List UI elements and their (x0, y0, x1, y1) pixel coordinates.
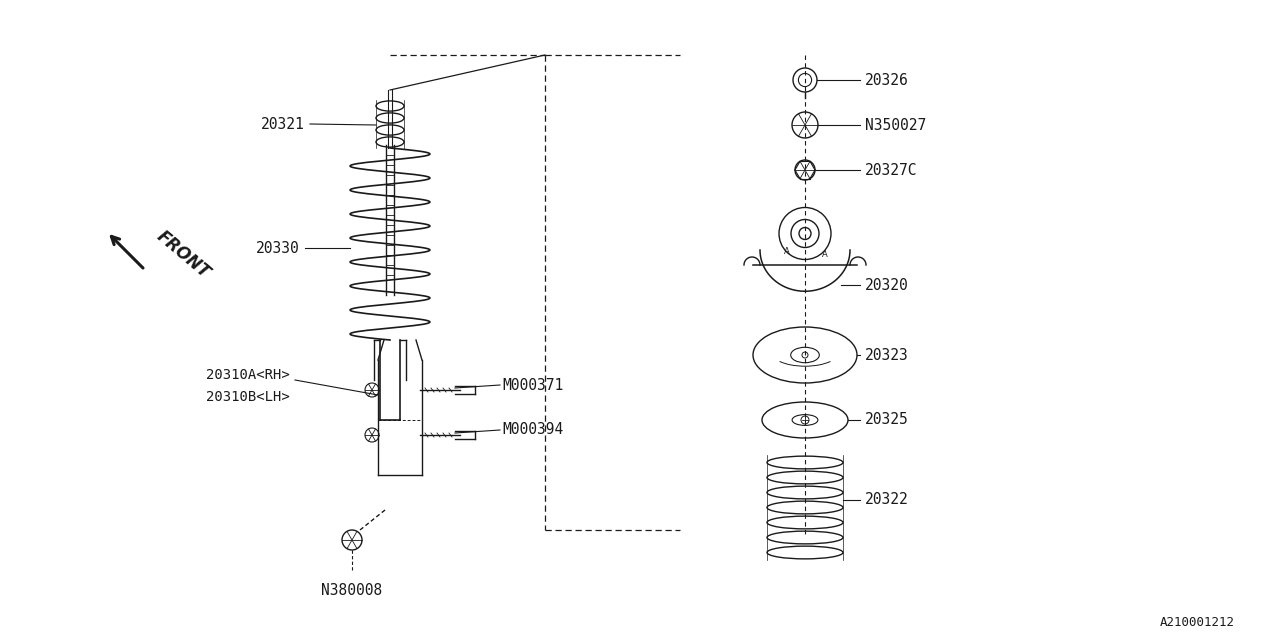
Text: N380008: N380008 (321, 583, 383, 598)
Text: 20323: 20323 (865, 348, 909, 362)
Text: 20310B<LH>: 20310B<LH> (206, 390, 291, 404)
Text: A: A (785, 247, 790, 256)
Text: 20330: 20330 (256, 241, 300, 255)
Text: 20322: 20322 (865, 493, 909, 508)
Text: N350027: N350027 (865, 118, 927, 132)
Text: A: A (822, 250, 828, 259)
Text: 20326: 20326 (865, 72, 909, 88)
Text: 20320: 20320 (865, 278, 909, 292)
Text: 20327C: 20327C (865, 163, 918, 177)
Text: FRONT: FRONT (154, 228, 214, 282)
Text: M000394: M000394 (502, 422, 563, 438)
Text: M000371: M000371 (502, 378, 563, 392)
Text: A210001212: A210001212 (1160, 616, 1235, 628)
Text: 20321: 20321 (261, 116, 305, 131)
Text: 20310A<RH>: 20310A<RH> (206, 368, 291, 382)
Text: 20325: 20325 (865, 413, 909, 428)
